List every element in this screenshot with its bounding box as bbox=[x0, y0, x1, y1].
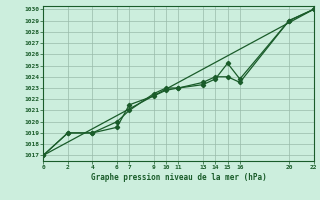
X-axis label: Graphe pression niveau de la mer (hPa): Graphe pression niveau de la mer (hPa) bbox=[91, 173, 266, 182]
